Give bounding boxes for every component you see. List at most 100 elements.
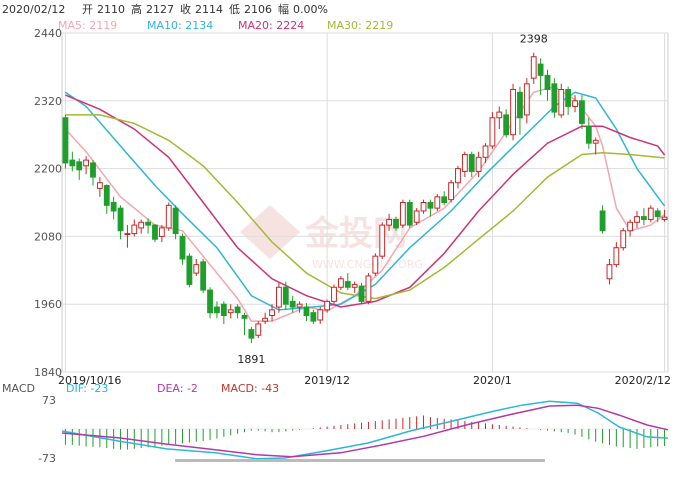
header-date: 2020/02/12 [2, 3, 65, 16]
series-line-ma5 [64, 85, 666, 322]
candle [572, 95, 578, 113]
y-tick-label: 2080 [34, 230, 62, 243]
candle [90, 160, 96, 186]
macd-y-tick-label: 73 [42, 394, 56, 407]
candle [248, 326, 255, 344]
candle [489, 112, 496, 149]
header-close: 2114 [195, 3, 223, 16]
candle [530, 52, 537, 84]
candle [324, 299, 331, 313]
candle [386, 213, 393, 231]
main-grid [61, 32, 669, 373]
candle [96, 177, 103, 197]
candle [517, 86, 523, 135]
range-scrollbar[interactable] [175, 459, 545, 462]
header-open-label: 开 [82, 3, 93, 16]
candle [592, 137, 599, 155]
macd-legend: MACD DIF: -23 DEA: -2 MACD: -43 [2, 382, 279, 395]
candle [585, 117, 592, 149]
y-tick-label: 1840 [34, 366, 62, 379]
header-high: 2127 [146, 3, 174, 16]
candle [337, 275, 344, 291]
candle [110, 196, 117, 220]
y-tick-label: 2200 [34, 163, 62, 176]
watermark-en: WWW.CNGOLD.ORG [312, 258, 423, 271]
candle [358, 282, 365, 305]
candle [289, 295, 296, 313]
candle [647, 205, 654, 223]
candle [303, 303, 310, 322]
ma-lines [64, 85, 666, 322]
candle [544, 69, 551, 101]
price-header: 2020/02/12 开 2110 高 2127 收 2114 低 2106 幅… [2, 2, 328, 16]
candle [152, 223, 158, 243]
ma5-legend: MA5: 2119 [58, 19, 117, 32]
candle [255, 321, 262, 339]
annotations: 2398 1891 [237, 33, 547, 366]
watermark-logo-icon [240, 205, 300, 259]
candle [372, 253, 379, 276]
candles [62, 52, 668, 344]
x-tick-label: 2020/1 [473, 374, 512, 387]
candle [145, 218, 151, 234]
candle [537, 58, 544, 96]
candle [406, 199, 413, 228]
candle [103, 184, 110, 214]
candle [482, 143, 489, 163]
ma20-legend: MA20: 2224 [238, 19, 304, 32]
candle [661, 209, 668, 222]
candle [62, 114, 69, 169]
candle [186, 253, 193, 288]
date-axis: 2019/10/16 2019/12 2020/1 2020/2/12 [58, 374, 671, 387]
plot-frame [61, 32, 669, 373]
header-open: 2110 [97, 3, 125, 16]
candle [83, 156, 90, 175]
y-tick-label: 2320 [34, 95, 62, 108]
header-low-label: 低 [229, 3, 240, 16]
price-axis: 1840 1960 2080 2200 2320 2440 [34, 27, 62, 379]
series-line-ma10 [64, 91, 666, 311]
candle [76, 158, 83, 180]
candle [131, 219, 138, 237]
candle [420, 199, 427, 214]
header-close-label: 收 [180, 2, 191, 16]
candle [220, 301, 227, 324]
candle [124, 225, 131, 248]
header-low: 2106 [244, 3, 272, 16]
candle [627, 219, 634, 237]
candle [620, 227, 627, 251]
y-tick-label: 2440 [34, 27, 62, 40]
ma30-legend: MA30: 2219 [327, 19, 393, 32]
candle [158, 225, 165, 243]
candle [138, 219, 145, 234]
extreme-label: 1891 [237, 353, 265, 366]
candle [434, 194, 441, 211]
candle [269, 304, 275, 322]
candle [344, 273, 351, 291]
candle [599, 205, 606, 234]
macd-value-legend: MACD: -43 [221, 382, 279, 395]
watermark: 金投网 WWW.CNGOLD.ORG [240, 205, 423, 271]
candle [579, 95, 585, 130]
candle [427, 199, 434, 217]
candle [69, 151, 76, 172]
macd-title: MACD [2, 382, 35, 395]
candle [455, 165, 461, 189]
candle [468, 151, 475, 178]
candle [654, 208, 661, 223]
candle [475, 151, 482, 178]
y-tick-label: 1960 [34, 298, 62, 311]
ma10-legend: MA10: 2134 [147, 19, 213, 32]
candle [172, 205, 179, 240]
candle [399, 199, 406, 228]
candle [276, 282, 282, 313]
candle [234, 304, 241, 319]
candle [523, 78, 530, 124]
header-high-label: 高 [131, 2, 142, 16]
candle [503, 109, 510, 138]
candle [296, 301, 303, 313]
candle [379, 222, 386, 259]
candle [606, 259, 613, 285]
ma-legend: MA5: 2119 MA10: 2134 MA20: 2224 MA30: 22… [58, 19, 393, 32]
